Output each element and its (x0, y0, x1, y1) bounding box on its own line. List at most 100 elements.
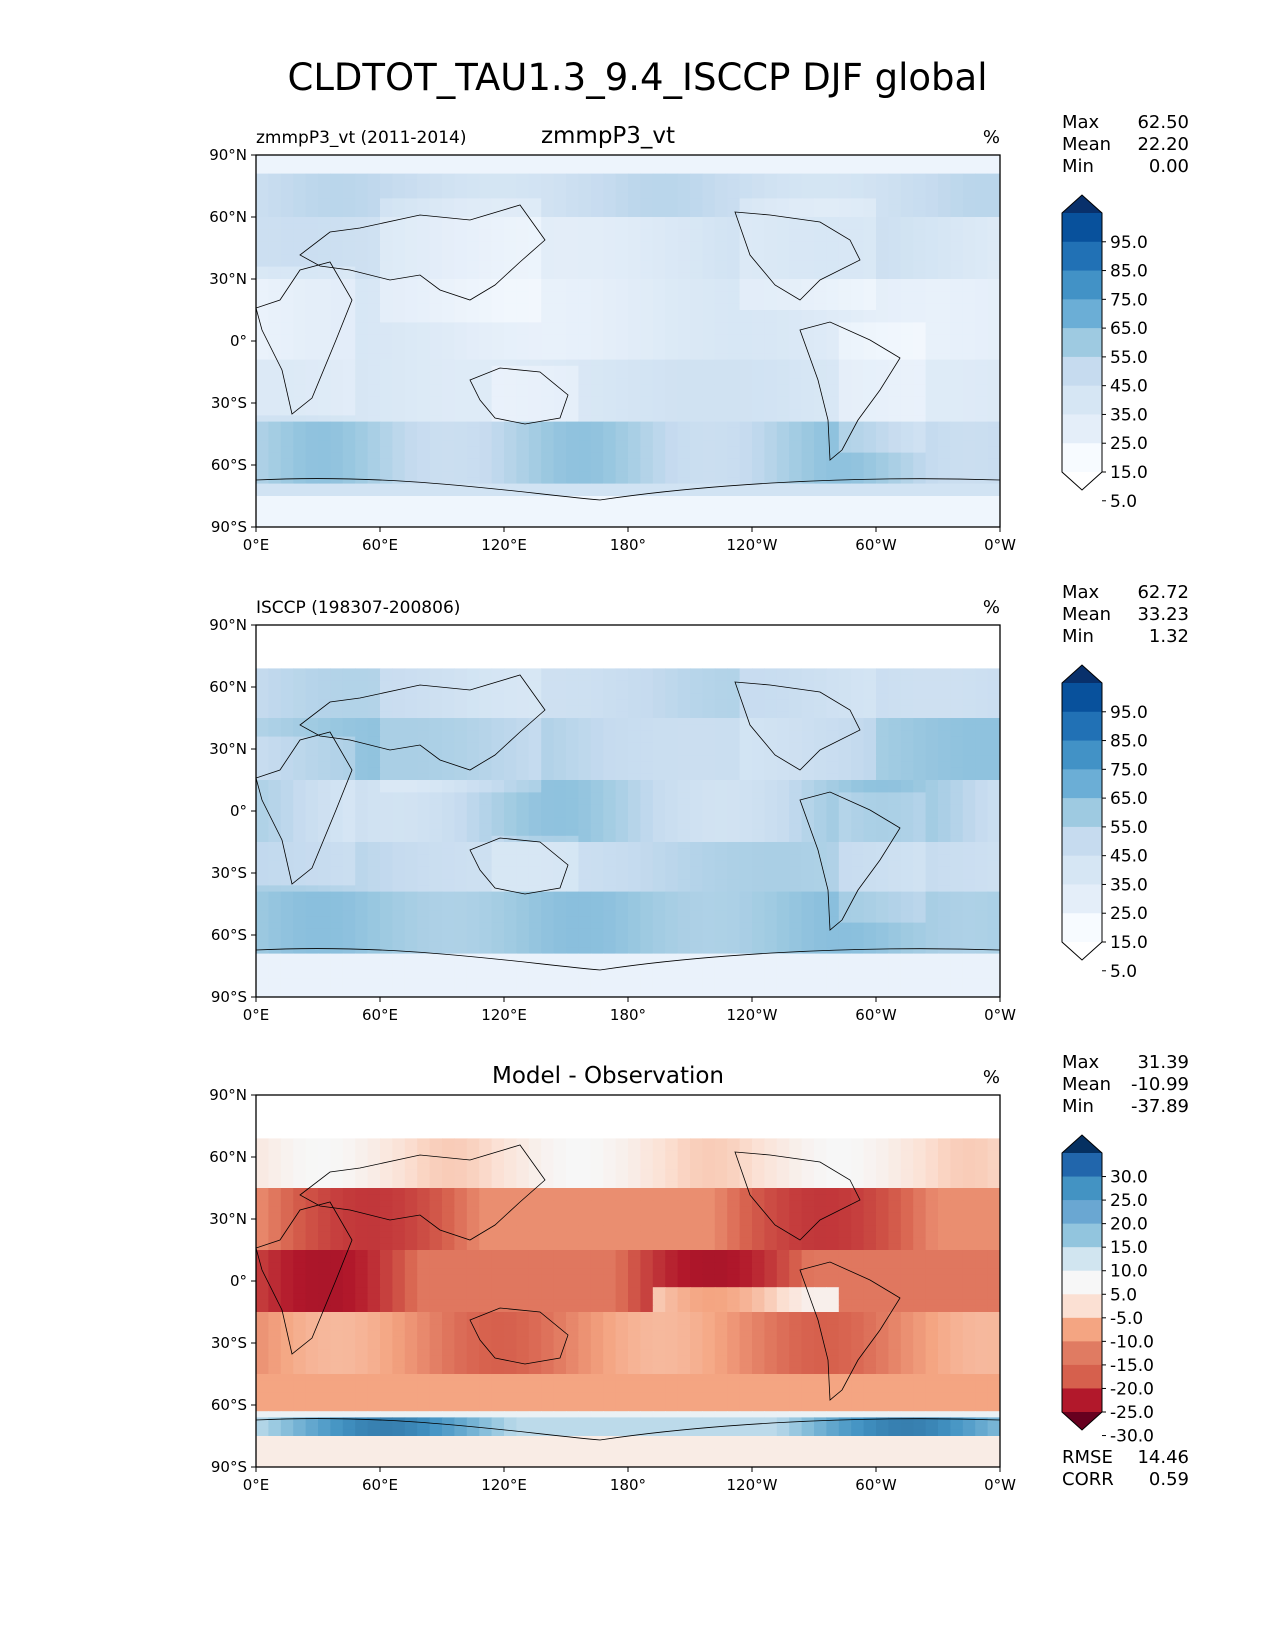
field-cell (987, 248, 1000, 255)
field-cell (541, 328, 555, 336)
field-cell (528, 198, 542, 206)
field-cell (330, 291, 344, 299)
field-cell (380, 489, 393, 497)
field-cell (962, 359, 976, 367)
field-cell (479, 730, 493, 738)
field-cell (578, 718, 592, 725)
field-cell (491, 471, 505, 478)
field-cell (392, 365, 406, 373)
field-cell (826, 730, 840, 738)
field-cell (541, 223, 555, 230)
field-cell (417, 514, 431, 522)
field-cell (367, 798, 381, 806)
field-cell (479, 477, 493, 485)
field-cell (578, 266, 592, 274)
field-cell (417, 465, 431, 472)
field-cell (528, 711, 542, 719)
field-cell (789, 223, 803, 230)
field-cell (392, 489, 406, 497)
field-cell (652, 241, 666, 249)
field-cell (987, 440, 1000, 447)
field-cell (764, 303, 778, 311)
field-cell (776, 452, 790, 460)
field-cell (628, 483, 641, 491)
field-cell (442, 674, 455, 682)
field-cell (876, 248, 889, 255)
field-cell (442, 440, 455, 447)
field-cell (987, 718, 1000, 725)
field-cell (987, 452, 1000, 460)
field-cell (925, 446, 939, 454)
field-cell (851, 452, 865, 460)
field-cell (454, 520, 468, 527)
field-cell (380, 742, 393, 750)
field-cell (417, 285, 431, 292)
field-cell (603, 229, 617, 237)
field-cell (789, 514, 803, 522)
field-cell (404, 390, 418, 398)
field-cell (727, 434, 741, 441)
field-cell (962, 761, 976, 769)
field-cell (330, 390, 344, 398)
field-cell (491, 434, 505, 441)
field-cell (615, 359, 629, 367)
field-cell (739, 198, 753, 206)
field-cell (727, 415, 741, 423)
field-cell (367, 372, 381, 379)
field-cell (652, 508, 666, 516)
field-cell (578, 372, 592, 379)
field-cell (962, 458, 976, 466)
field-cell (814, 322, 827, 330)
field-cell (305, 173, 319, 181)
field-cell (975, 260, 989, 268)
field-cell (541, 749, 555, 756)
field-cell (677, 724, 691, 731)
field-cell (727, 198, 741, 206)
field-cell (528, 502, 542, 509)
field-cell (268, 736, 282, 744)
field-cell (628, 520, 641, 527)
field-cell (752, 186, 765, 193)
field-cell (268, 792, 282, 800)
field-cell (442, 186, 455, 193)
field-cell (318, 403, 331, 410)
field-cell (293, 210, 307, 218)
field-cell (429, 235, 443, 243)
field-cell (702, 780, 716, 787)
field-cell (814, 223, 827, 230)
field-cell (305, 223, 319, 230)
field-cell (590, 680, 604, 688)
field-cell (975, 303, 989, 311)
field-cell (640, 693, 654, 700)
field-cell (975, 279, 989, 286)
field-cell (925, 210, 939, 218)
field-cell (293, 303, 307, 311)
field-cell (541, 161, 555, 168)
field-cell (553, 496, 567, 503)
field-cell (516, 458, 530, 466)
field-cell (516, 434, 530, 441)
field-cell (925, 272, 939, 280)
field-cell (256, 378, 269, 385)
field-cell (962, 229, 976, 237)
field-cell (404, 780, 418, 787)
field-cell (318, 223, 331, 230)
field-cell (640, 272, 654, 280)
field-cell (404, 334, 418, 342)
field-cell (541, 241, 555, 249)
field-cell (938, 680, 951, 688)
field-cell (293, 693, 307, 700)
field-cell (417, 279, 431, 286)
field-cell (541, 260, 555, 268)
field-cell (541, 471, 555, 478)
field-cell (392, 693, 406, 700)
field-cell (938, 347, 951, 354)
field-cell (690, 186, 703, 193)
field-cell (950, 477, 964, 485)
field-cell (491, 403, 505, 410)
field-cell (342, 198, 356, 206)
field-cell (789, 235, 803, 243)
field-cell (417, 489, 431, 497)
field-cell (528, 465, 542, 472)
field-cell (330, 724, 344, 731)
